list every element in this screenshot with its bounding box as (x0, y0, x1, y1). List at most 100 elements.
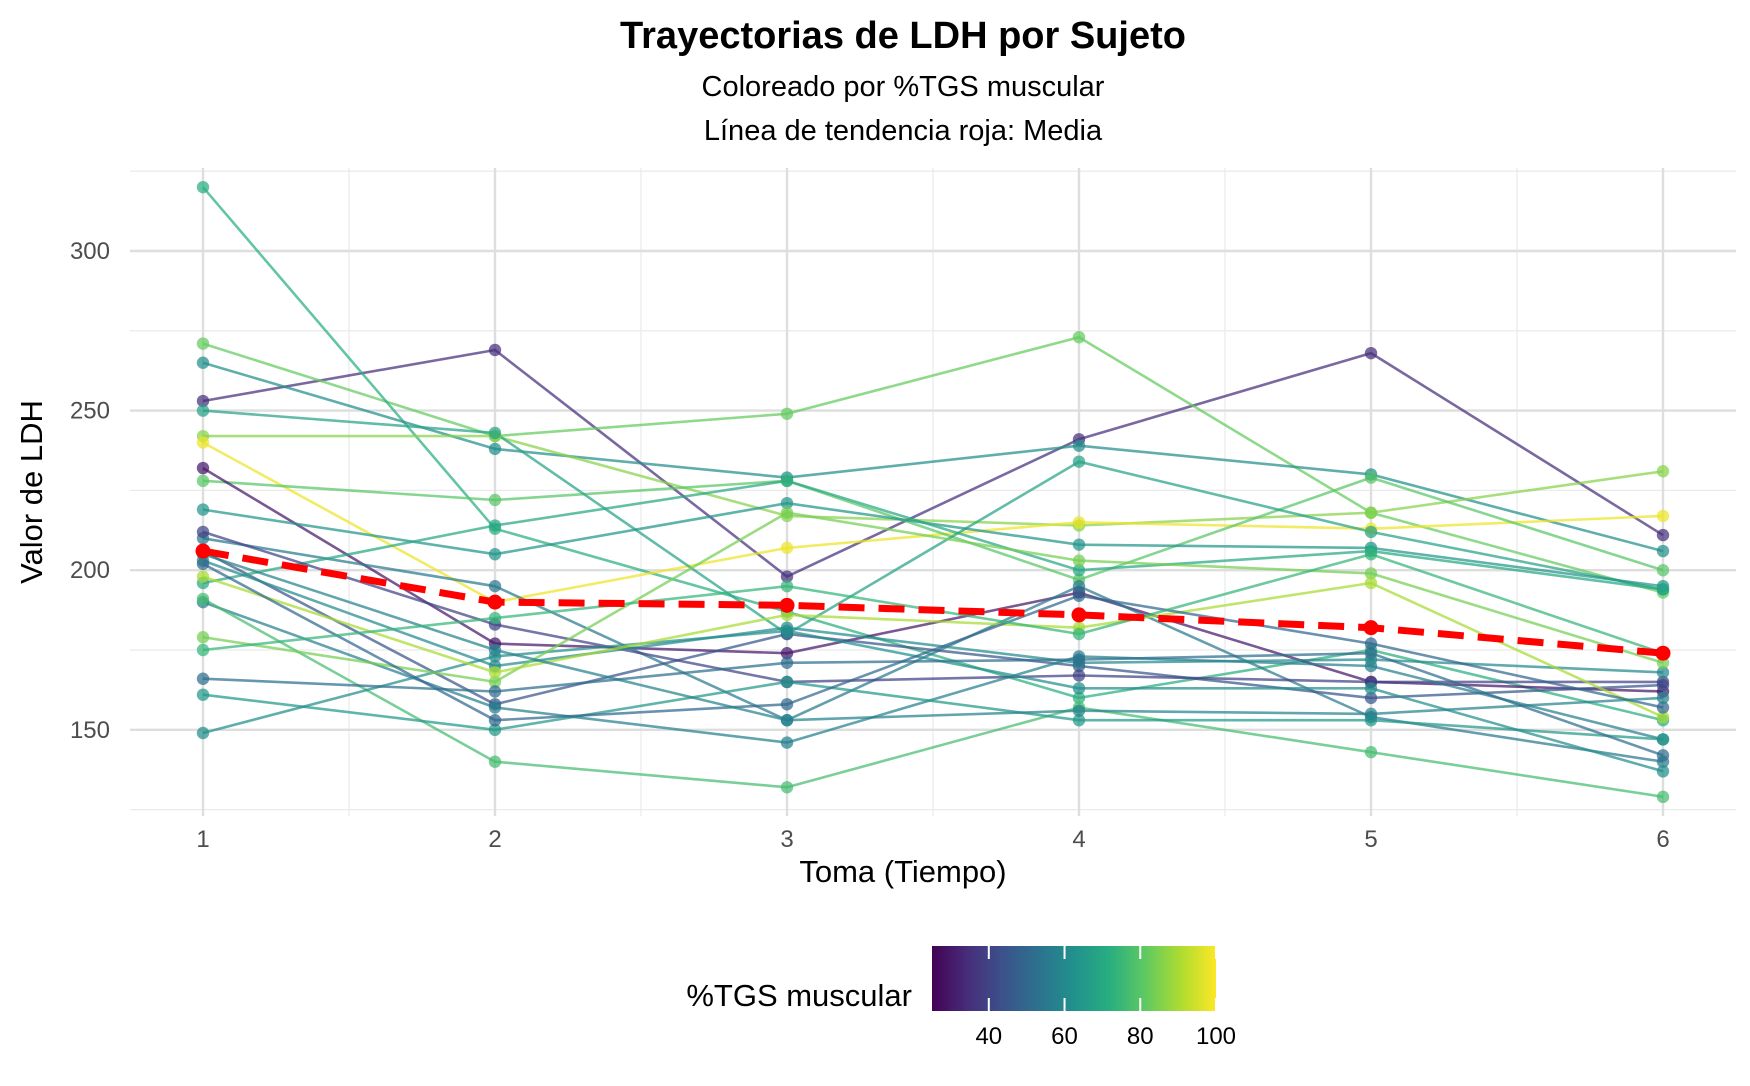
series-point (196, 631, 210, 644)
series-point (488, 755, 502, 768)
legend-tick-label: 40 (975, 1023, 1002, 1050)
y-tick-label: 200 (70, 557, 110, 584)
series-point (196, 557, 210, 571)
series-point (780, 541, 794, 555)
legend-tick-label: 60 (1051, 1023, 1078, 1050)
y-tick-label: 150 (70, 717, 110, 744)
series-point (1656, 666, 1670, 679)
series-point (1656, 564, 1670, 577)
series-point (780, 714, 794, 727)
series-point (780, 579, 794, 593)
x-axis-title: Toma (Tiempo) (799, 854, 1006, 889)
series-point (488, 685, 502, 698)
series-point (1072, 627, 1086, 641)
series-point (1364, 525, 1378, 539)
series-point (780, 506, 794, 519)
series-point (196, 503, 210, 516)
series-point (1364, 707, 1378, 721)
series-point (1364, 745, 1378, 759)
series-point (488, 666, 502, 679)
series-point (1072, 669, 1086, 682)
series-point (1072, 538, 1086, 551)
series-point (1364, 637, 1378, 650)
series-point (196, 436, 210, 449)
legend-ticks: 40 60 80 100 (975, 946, 1236, 1050)
x-axis-ticks: 1 2 3 4 5 6 (196, 826, 1669, 853)
x-tick-label: 6 (1656, 826, 1669, 853)
mean-trend-point (1071, 607, 1087, 623)
series-line-18 (202, 680, 1664, 741)
series-point (488, 643, 502, 657)
series-point (488, 611, 502, 625)
mean-trend-line (202, 547, 1664, 657)
series-points (196, 180, 1670, 804)
series-line-5 (203, 434, 1664, 527)
series-point (780, 675, 794, 689)
series-point (488, 714, 502, 727)
series-lines (202, 186, 1664, 799)
series-line-1 (202, 348, 1664, 578)
y-tick-label: 300 (70, 238, 110, 265)
series-point (488, 548, 502, 561)
series-point (1364, 682, 1378, 695)
series-point (1072, 439, 1086, 452)
series-point (1656, 675, 1670, 689)
x-tick-label: 3 (780, 826, 793, 853)
series-point (1072, 714, 1086, 727)
series-point (196, 726, 210, 740)
series-point (196, 570, 210, 583)
series-point (1364, 576, 1378, 590)
series-point (1656, 465, 1670, 478)
series-point (196, 672, 210, 685)
series-point (780, 781, 794, 794)
legend-colorbar (932, 946, 1216, 1011)
series-point (488, 675, 502, 689)
series-point (780, 624, 794, 638)
series-line-16 (202, 559, 1664, 674)
series-point (1072, 704, 1086, 717)
series-point (1656, 544, 1670, 558)
series-point (488, 701, 502, 714)
series-point (780, 736, 794, 749)
series-point (196, 180, 210, 194)
mean-trend-point (1655, 645, 1671, 661)
series-point (1364, 647, 1378, 660)
series-point (196, 474, 210, 488)
series-point (1364, 346, 1378, 360)
series-point (780, 496, 794, 510)
series-point (1072, 554, 1086, 567)
mean-trend-point (1363, 620, 1379, 636)
legend-tick-label: 80 (1127, 1023, 1154, 1050)
series-line-22 (202, 562, 1664, 722)
series-line-25 (202, 651, 1664, 757)
series-line-12 (202, 501, 1664, 588)
series-point (196, 525, 210, 539)
series-point (780, 656, 794, 669)
series-point (780, 474, 794, 488)
series-point (1656, 733, 1670, 746)
series-point (780, 698, 794, 711)
mean-trend-point (779, 597, 795, 613)
series-line-13 (202, 479, 1664, 591)
mean-trend (195, 543, 1671, 661)
series-point (196, 337, 210, 350)
series-point (1364, 548, 1378, 561)
series-point (780, 407, 794, 420)
series-point (1072, 682, 1086, 695)
series-line-19 (202, 629, 1664, 773)
series-point (1072, 455, 1086, 468)
series-point (1656, 765, 1670, 778)
series-point (196, 394, 210, 408)
x-tick-label: 4 (1072, 826, 1085, 853)
series-point (196, 592, 210, 606)
series-point (1072, 579, 1086, 593)
series-point (1364, 471, 1378, 484)
series-point (1656, 701, 1670, 714)
series-point (1364, 506, 1378, 519)
chart-title: Trayectorias de LDH por Sujeto (620, 15, 1186, 57)
series-point (1072, 330, 1086, 344)
chart-subtitle-line1: Coloreado por %TGS muscular (702, 71, 1105, 103)
series-line-20 (202, 511, 1664, 684)
series-point (488, 493, 502, 507)
